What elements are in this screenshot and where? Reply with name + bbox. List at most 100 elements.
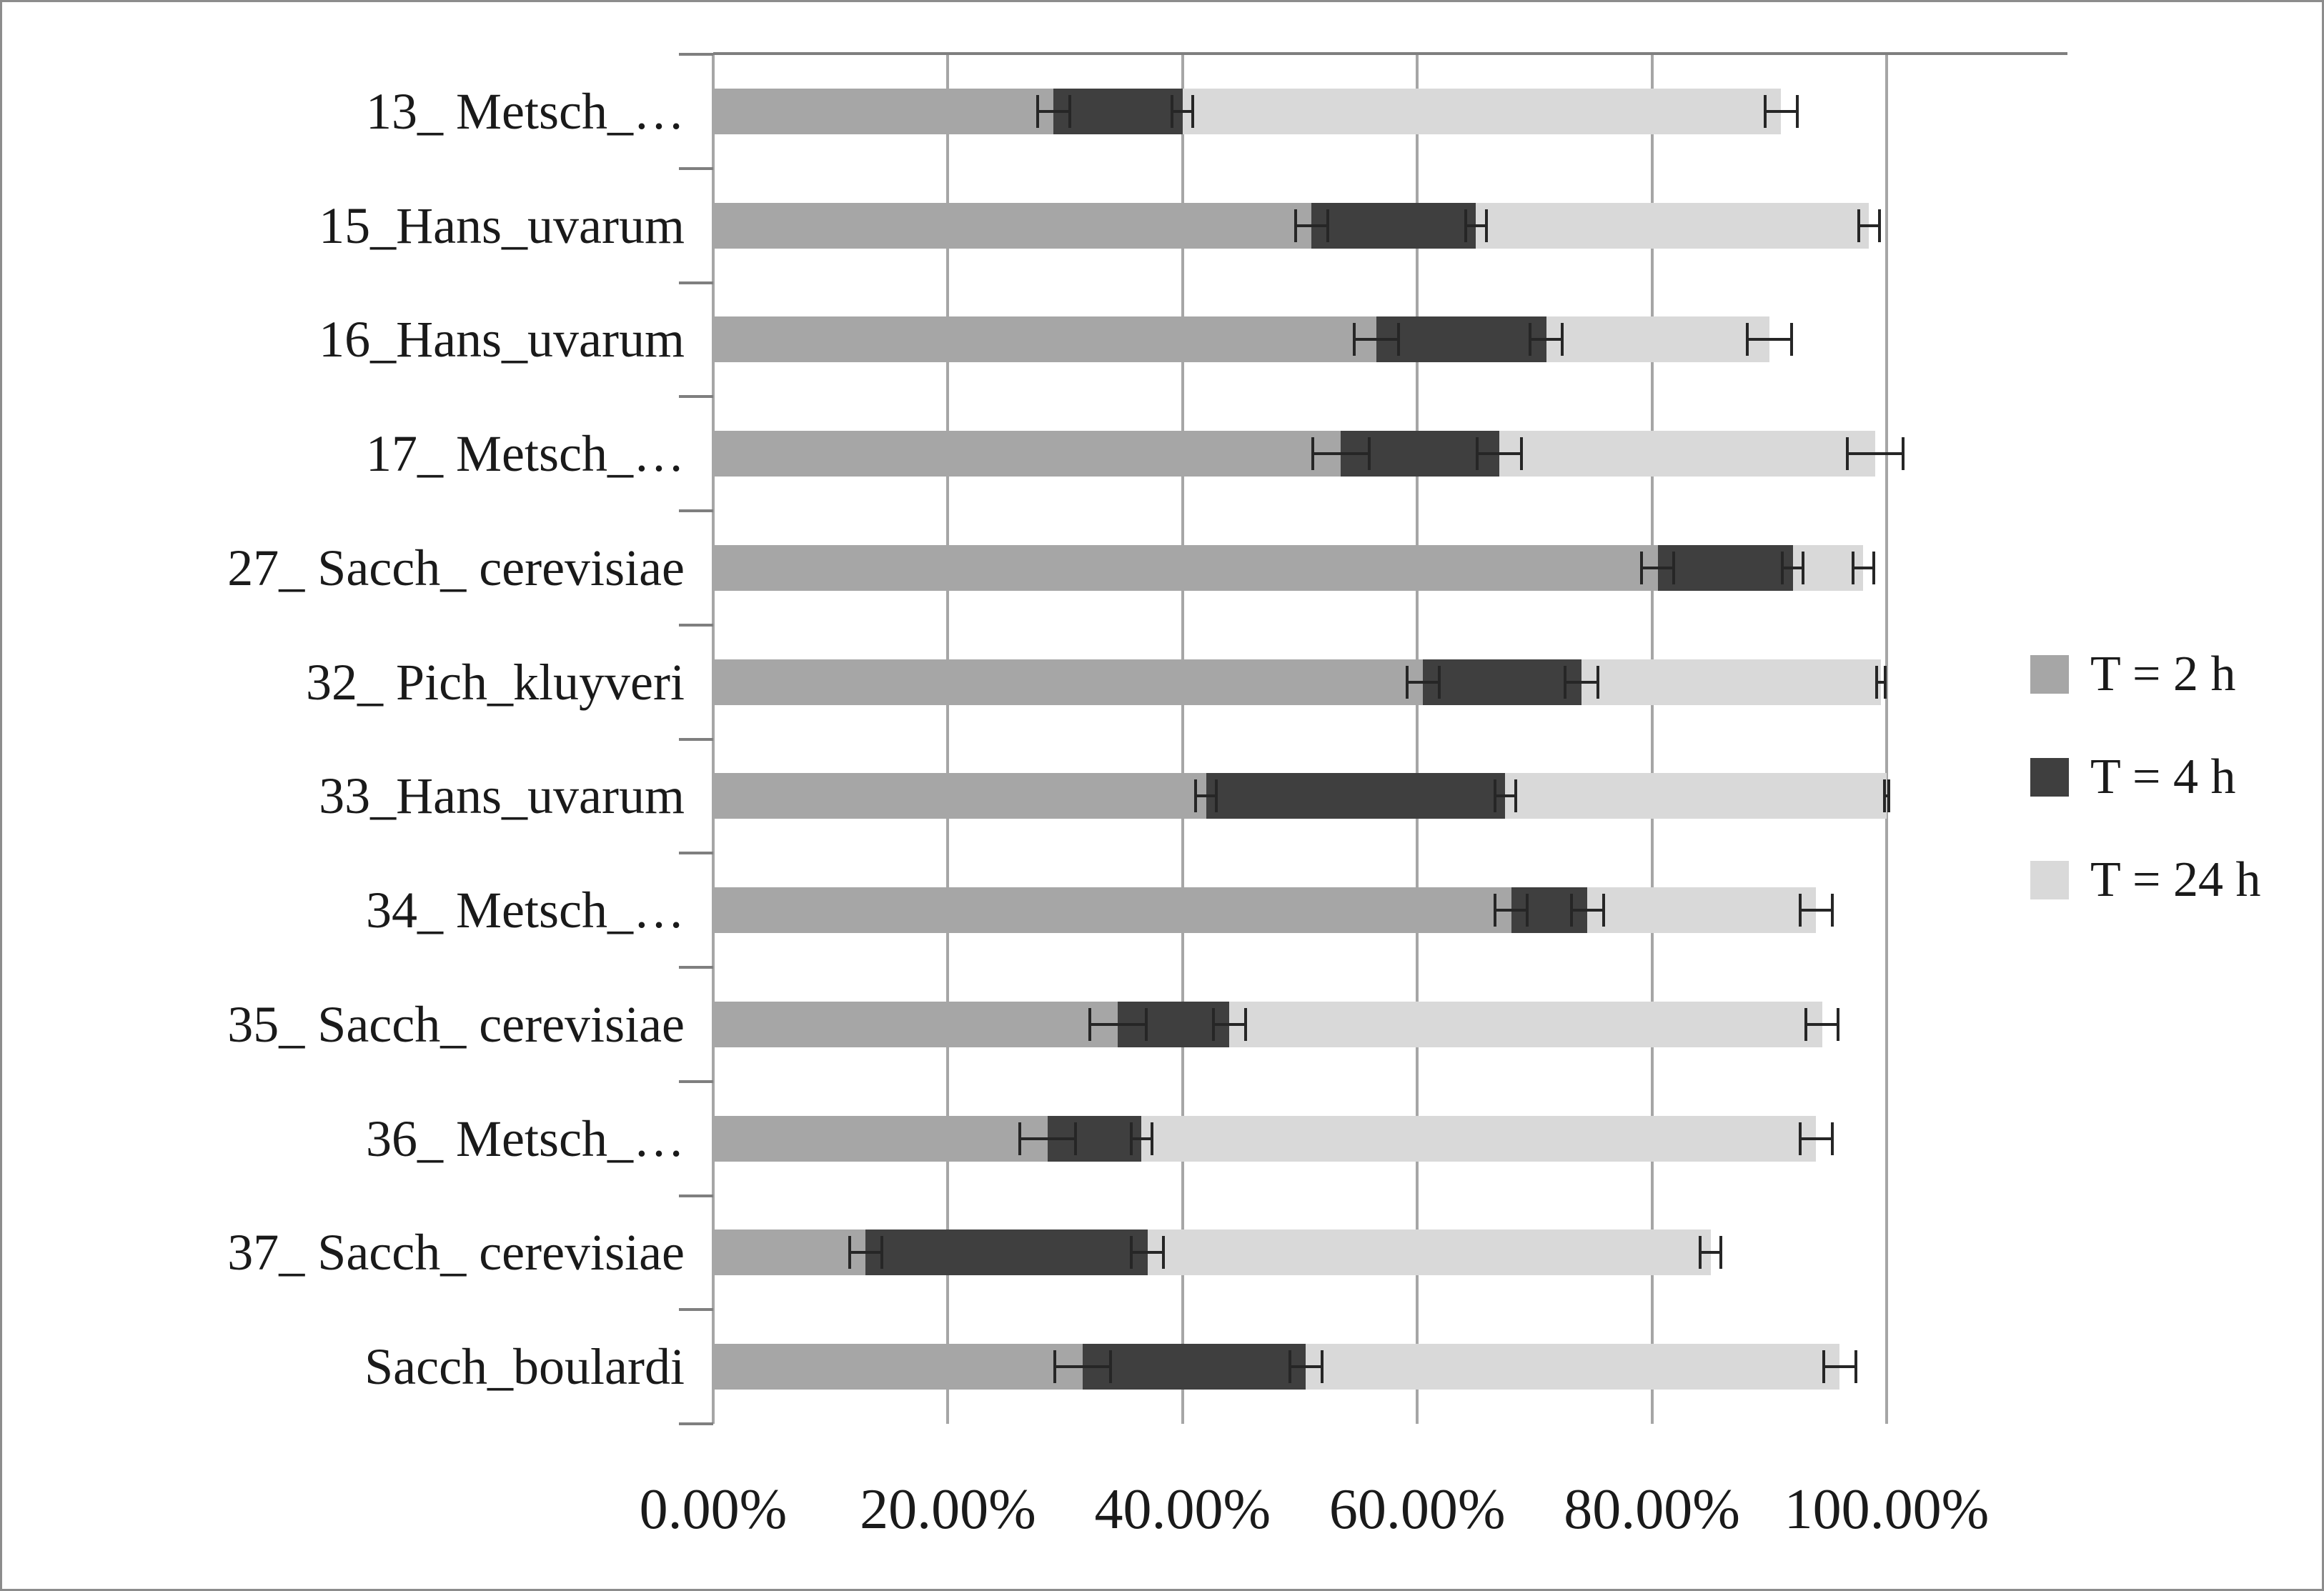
- error-bar-line: [1464, 224, 1488, 227]
- error-bar-line: [1036, 109, 1071, 113]
- error-bar-t4h: [1129, 1236, 1166, 1270]
- error-bar-t4h: [1129, 1122, 1153, 1155]
- error-bar-t4h: [1476, 437, 1523, 471]
- error-bar-t24h: [1883, 779, 1890, 813]
- error-bar-line: [1564, 680, 1599, 684]
- error-bar-line: [1569, 909, 1605, 912]
- error-bar-t4h: [1781, 551, 1805, 584]
- category-axis-tick: [679, 166, 713, 170]
- error-bar-line: [1883, 794, 1890, 798]
- bar-segment-t4h: [1083, 1344, 1306, 1390]
- bar-segment-t2h: [713, 1115, 1048, 1162]
- error-bar-line: [1851, 566, 1875, 569]
- error-bar-line: [1874, 680, 1887, 684]
- legend-item-t4h: T = 4 h: [2030, 752, 2260, 803]
- error-bar-line: [1171, 109, 1195, 113]
- x-axis-tick-label: 60.00%: [1329, 1478, 1506, 1541]
- error-bar-t4h: [1529, 323, 1564, 356]
- error-bar-line: [1493, 909, 1529, 912]
- category-label: Sacch_boulardi: [364, 1338, 685, 1396]
- category-label: 37_ Sacch_ cerevisiae: [227, 1224, 685, 1282]
- error-bar-line: [1798, 909, 1834, 912]
- error-bar-t2h: [1053, 1350, 1113, 1384]
- error-bar-line: [1293, 224, 1330, 227]
- error-bar-line: [1129, 1137, 1153, 1140]
- x-axis-tick-label: 0.00%: [639, 1478, 788, 1541]
- error-bar-line: [1129, 1251, 1166, 1255]
- bar-segment-t2h: [713, 1230, 866, 1276]
- legend: T = 2 h T = 4 h T = 24 h: [2030, 649, 2260, 906]
- error-bar-t4h: [1564, 665, 1599, 699]
- gridline-40: [1181, 54, 1184, 1424]
- bar-segment-t24h: [1587, 887, 1817, 934]
- error-bar-line: [1699, 1251, 1723, 1255]
- error-bar-t4h: [1569, 894, 1606, 927]
- category-label: 16_Hans_uvarum: [319, 311, 685, 369]
- error-bar-line: [1018, 1137, 1077, 1140]
- category-axis-tick: [679, 852, 713, 855]
- error-bar-line: [1476, 452, 1523, 456]
- gridline-60: [1416, 54, 1419, 1424]
- bar-segment-t4h: [865, 1230, 1148, 1276]
- error-bar-line: [1211, 1022, 1248, 1026]
- bar-segment-t2h: [713, 1001, 1118, 1047]
- error-bar-line: [848, 1251, 884, 1255]
- error-bar-t24h: [1798, 894, 1834, 927]
- error-bar-line: [1288, 1365, 1324, 1369]
- category-label: 17_ Metsch_…: [366, 425, 685, 483]
- bar-segment-t4h: [1053, 88, 1183, 134]
- error-bar-t4h: [1171, 94, 1195, 128]
- category-axis-tick: [679, 1079, 713, 1083]
- bar-segment-t4h: [1657, 544, 1793, 591]
- error-bar-line: [1745, 338, 1793, 341]
- error-bar-line: [1405, 680, 1441, 684]
- error-bar-line: [1529, 338, 1564, 341]
- category-axis-tick: [679, 1308, 713, 1312]
- error-bar-line: [1763, 109, 1799, 113]
- bar-segment-t2h: [713, 887, 1511, 934]
- error-bar-line: [1804, 1022, 1840, 1026]
- error-bar-t4h: [1288, 1350, 1324, 1384]
- bar-segment-t4h: [1206, 773, 1506, 819]
- bar-segment-t24h: [1581, 659, 1881, 705]
- error-bar-t24h: [1804, 1007, 1840, 1041]
- bar-segment-t2h: [713, 316, 1376, 363]
- error-bar-line: [1493, 794, 1517, 798]
- error-bar-t24h: [1745, 323, 1793, 356]
- x-axis-tick-label: 100.00%: [1784, 1478, 1990, 1541]
- error-bar-t24h: [1822, 1350, 1858, 1384]
- category-axis-tick: [679, 1194, 713, 1197]
- legend-label-t24h: T = 24 h: [2090, 852, 2261, 907]
- bar-segment-t24h: [1182, 88, 1782, 134]
- error-bar-line: [1053, 1365, 1113, 1369]
- bar-segment-t2h: [713, 773, 1206, 819]
- error-bar-t2h: [1311, 437, 1371, 471]
- error-bar-t24h: [1857, 209, 1881, 242]
- legend-swatch-t24h: [2030, 861, 2069, 899]
- error-bar-t24h: [1874, 665, 1887, 699]
- category-label: 33_Hans_uvarum: [319, 767, 685, 825]
- bar-segment-t24h: [1499, 431, 1875, 477]
- legend-label-t4h: T = 4 h: [2090, 749, 2236, 804]
- error-bar-line: [1088, 1022, 1148, 1026]
- error-bar-t2h: [1493, 894, 1529, 927]
- error-bar-t2h: [1405, 665, 1441, 699]
- category-label: 32_ Pich_kluyveri: [306, 653, 685, 711]
- error-bar-t2h: [1194, 779, 1218, 813]
- error-bar-t2h: [1036, 94, 1072, 128]
- category-axis-tick: [679, 53, 713, 56]
- category-label: 13_ Metsch_…: [366, 82, 685, 140]
- error-bar-line: [1822, 1365, 1857, 1369]
- bar-segment-t2h: [713, 431, 1341, 477]
- error-bar-line: [1352, 338, 1400, 341]
- error-bar-t2h: [1352, 323, 1400, 356]
- error-bar-line: [1857, 224, 1881, 227]
- bar-segment-t4h: [1376, 316, 1546, 363]
- gridline-20: [946, 54, 950, 1424]
- bar-segment-t2h: [713, 659, 1424, 705]
- category-axis-tick: [679, 281, 713, 284]
- category-axis-tick: [679, 1422, 713, 1425]
- x-axis-tick-label: 40.00%: [1094, 1478, 1271, 1541]
- plot-top-border: [713, 52, 2067, 55]
